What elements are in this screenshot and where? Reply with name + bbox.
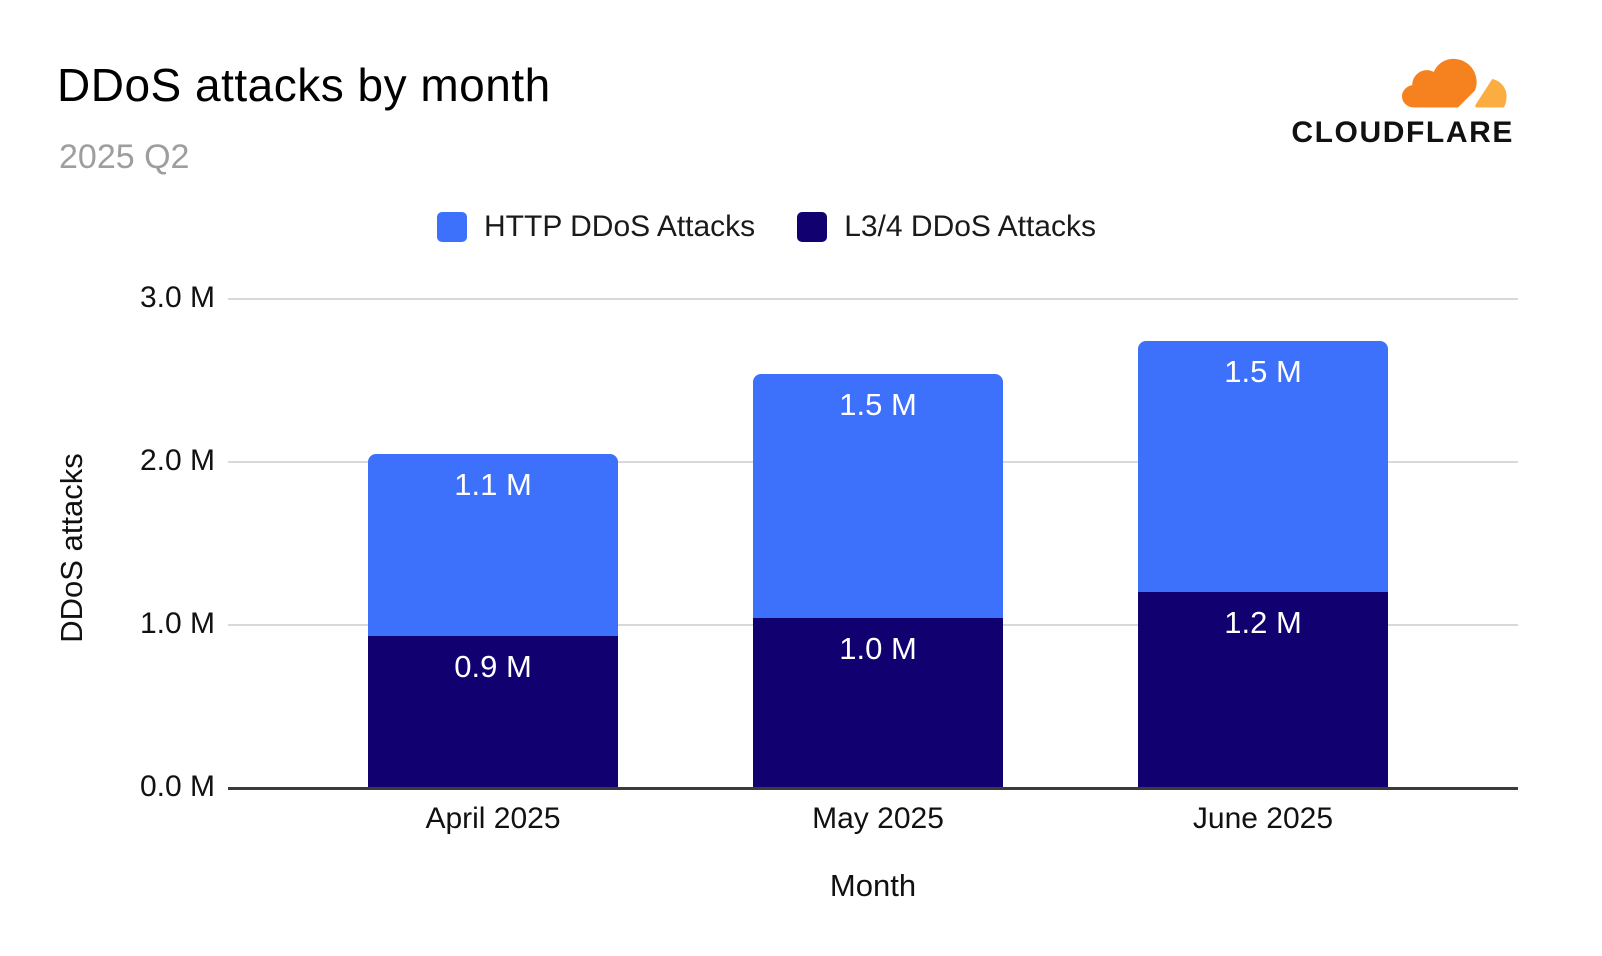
legend-swatch <box>437 212 467 242</box>
page-title: DDoS attacks by month <box>57 59 551 111</box>
cloudflare-cloud-icon <box>1402 58 1514 114</box>
gridline <box>228 298 1518 300</box>
legend-swatch <box>797 212 828 242</box>
legend-item-http: HTTP DDoS Attacks <box>437 210 755 244</box>
bar-segment-http-ddos-attacks-june-2025: 1.5 M <box>1138 341 1388 593</box>
cloudflare-logo: CLOUDFLARE <box>1286 58 1514 150</box>
y-tick-label: 3.0 M <box>139 281 215 314</box>
bar-value-label: 0.9 M <box>454 649 532 685</box>
legend-label: L3/4 DDoS Attacks <box>844 210 1096 243</box>
bar-value-label: 1.2 M <box>1224 605 1302 641</box>
x-tick-label-may-2025: May 2025 <box>812 802 944 835</box>
bar-value-label: 1.5 M <box>839 386 917 422</box>
x-tick-label-june-2025: June 2025 <box>1192 802 1334 835</box>
y-tick-label: 1.0 M <box>139 607 215 640</box>
cloudflare-wordmark: CLOUDFLARE <box>1291 116 1514 149</box>
bar-segment-l3-4-ddos-attacks-april-2025: 0.9 M <box>368 636 618 788</box>
y-tick-label: 2.0 M <box>139 444 215 477</box>
x-tick-label-april-2025: April 2025 <box>425 802 561 835</box>
bar-segment-l3-4-ddos-attacks-june-2025: 1.2 M <box>1138 592 1388 788</box>
page-subtitle: 2025 Q2 <box>59 138 190 176</box>
legend-item-l34: L3/4 DDoS Attacks <box>797 210 1096 244</box>
bar-segment-http-ddos-attacks-may-2025: 1.5 M <box>753 373 1003 619</box>
legend: HTTP DDoS Attacks L3/4 DDoS Attacks <box>437 210 1096 244</box>
y-tick-label: 0.0 M <box>139 770 215 803</box>
bar-value-label: 1.5 M <box>1224 354 1302 390</box>
bar-segment-l3-4-ddos-attacks-may-2025: 1.0 M <box>753 618 1003 788</box>
bar-segment-http-ddos-attacks-april-2025: 1.1 M <box>368 453 618 637</box>
x-axis-line <box>228 787 1518 790</box>
x-axis-title: Month <box>829 868 917 903</box>
bar-value-label: 1.1 M <box>454 466 532 502</box>
bar-value-label: 1.0 M <box>839 631 917 667</box>
legend-label: HTTP DDoS Attacks <box>484 210 756 243</box>
